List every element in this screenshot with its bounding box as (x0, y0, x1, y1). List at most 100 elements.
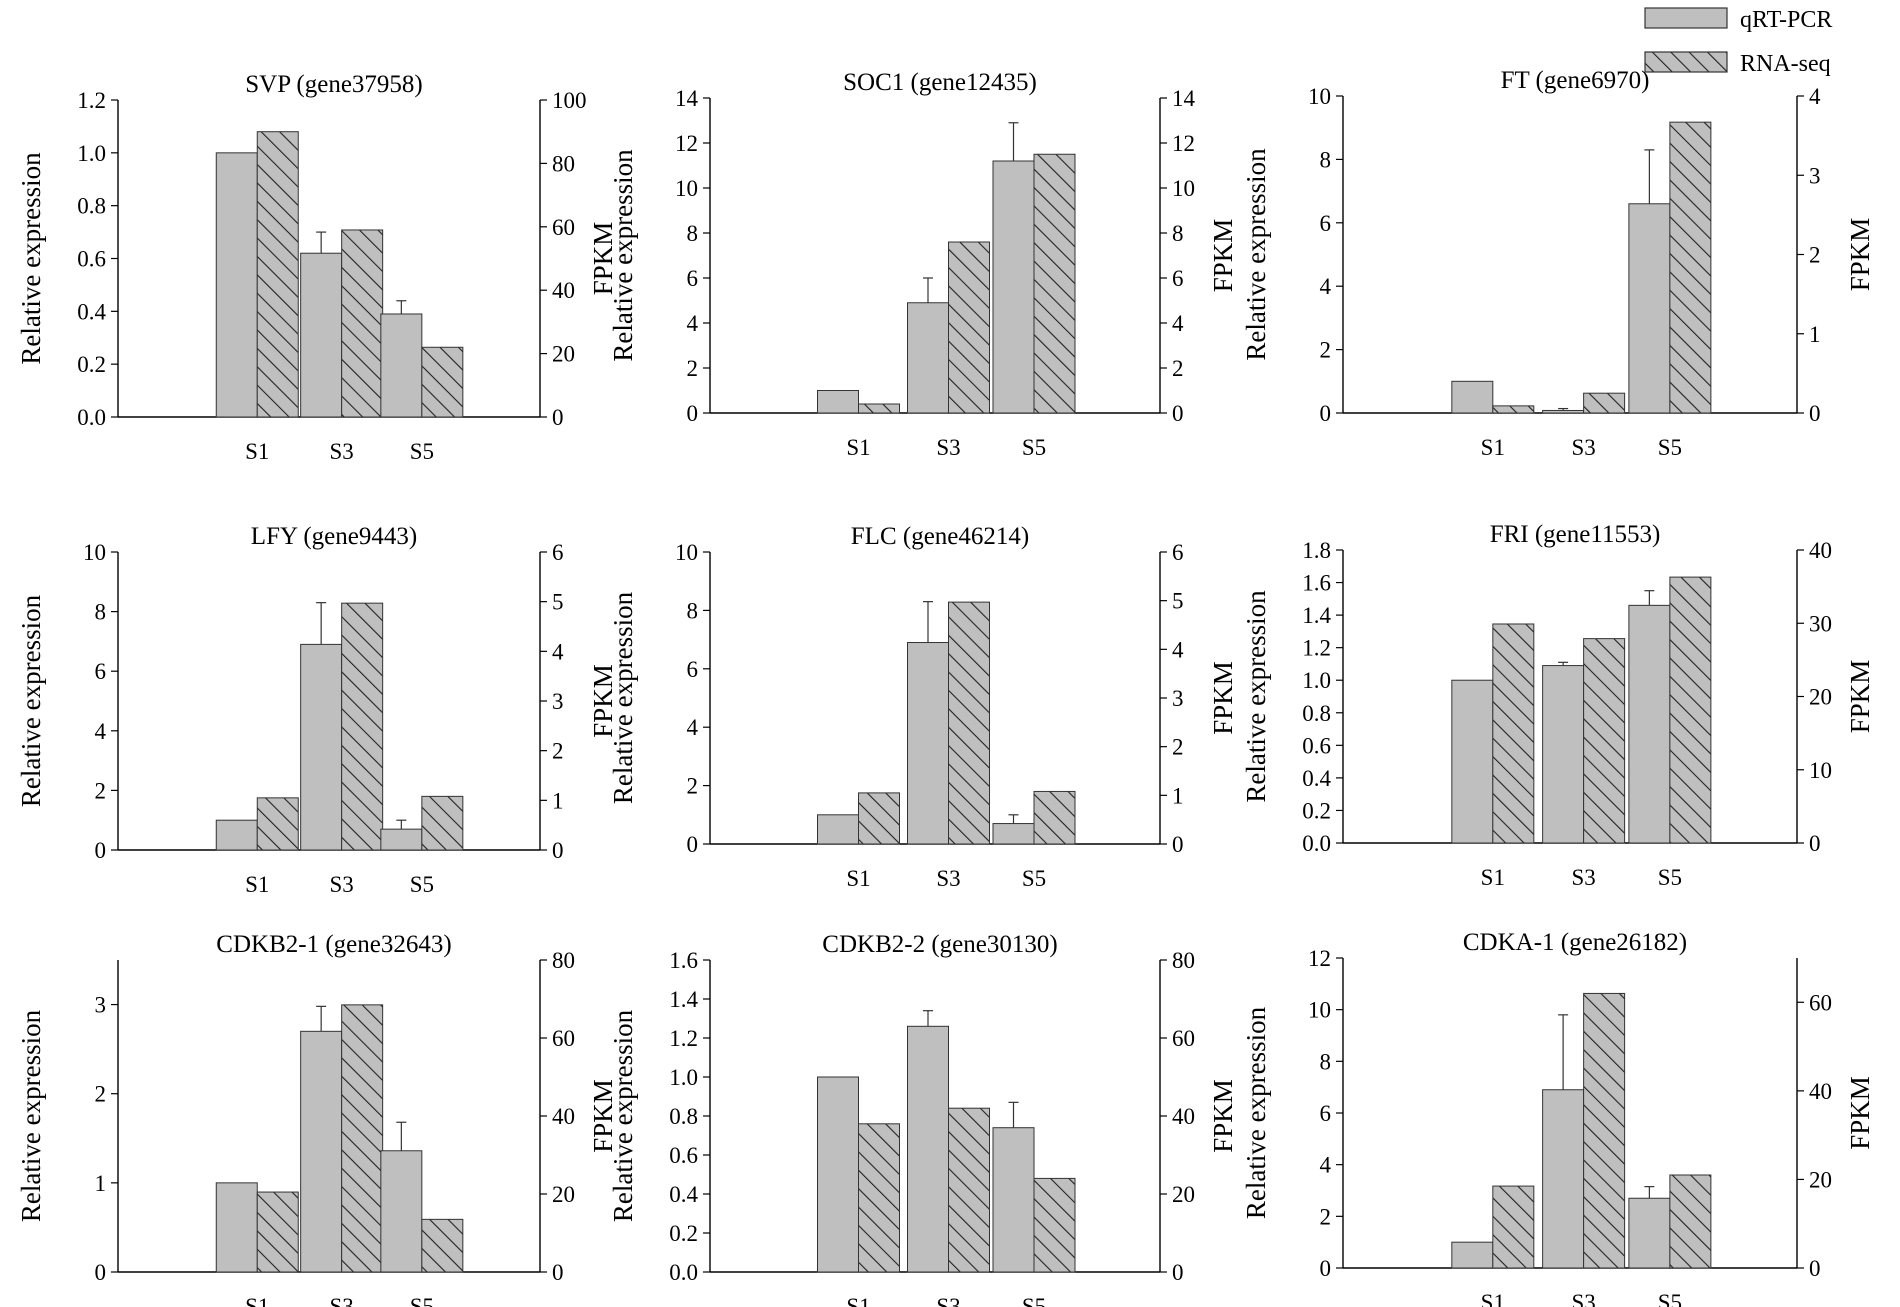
chart-soc1-right-tick-label: 2 (1172, 356, 1184, 381)
chart-svp-category-label: S3 (330, 439, 354, 464)
chart-soc1-category-label: S1 (846, 435, 870, 460)
chart-ft-bar-rna-seq-s5 (1669, 121, 1712, 414)
chart-flc-left-tick-label: 10 (675, 540, 698, 565)
chart-ft-right-tick-label: 2 (1809, 243, 1821, 268)
chart-fri-left-tick-label: 0.8 (1302, 701, 1331, 726)
chart-ft-right-tick-label: 1 (1809, 322, 1821, 347)
chart-lfy-bar-rna-seq-s3 (341, 602, 384, 851)
chart-cdkb2-2-category-label: S1 (846, 1294, 870, 1307)
chart-cdkb2-1-bar-qrt-pcr-s1 (215, 1182, 258, 1273)
chart-cdkb2-1-title: CDKB2-1 (gene32643) (216, 931, 451, 958)
chart-lfy-title: LFY (gene9443) (251, 523, 417, 550)
chart-fri-bar-rna-seq-s3 (1583, 638, 1626, 844)
chart-soc1-bar-rna-seq-s5 (1033, 153, 1076, 414)
chart-cdkb2-2-category-label: S3 (936, 1294, 960, 1307)
chart-cdkb2-1-category-label: S5 (410, 1294, 434, 1307)
chart-cdka-1-bar-qrt-pcr-s1 (1451, 1241, 1494, 1269)
chart-cdkb2-1-bar-rna-seq-s5 (421, 1218, 464, 1273)
chart-cdkb2-2-right-tick-label: 0 (1172, 1260, 1184, 1285)
chart-cdkb2-1-right-tick-label: 20 (552, 1182, 575, 1207)
chart-soc1-right-tick-label: 14 (1172, 86, 1196, 111)
chart-ft-category-label: S5 (1658, 435, 1682, 460)
chart-flc-right-tick-label: 5 (1172, 589, 1184, 614)
chart-fri-bar-rna-seq-s5 (1669, 576, 1712, 844)
chart-fri-left-tick-label: 1.8 (1302, 538, 1331, 563)
chart-fri-bar-qrt-pcr-s5 (1628, 604, 1671, 844)
chart-soc1-category-label: S5 (1022, 435, 1046, 460)
chart-flc-left-tick-label: 2 (687, 774, 699, 799)
chart-cdkb2-1-right-tick-label: 40 (552, 1104, 575, 1129)
chart-flc-left-tick-label: 4 (687, 715, 699, 740)
chart-soc1-left-tick-label: 12 (675, 131, 698, 156)
chart-svp-left-tick-label: 1.0 (77, 141, 106, 166)
chart-cdka-1-category-label: S1 (1481, 1290, 1505, 1307)
chart-ft-bar-qrt-pcr-s3 (1542, 409, 1585, 414)
legend-label-qrt-pcr: qRT-PCR (1740, 7, 1832, 33)
chart-cdkb2-2-left-tick-label: 1.2 (669, 1026, 698, 1051)
chart-lfy-right-tick-label: 6 (552, 540, 564, 565)
chart-ft-left-tick-label: 10 (1308, 84, 1331, 109)
chart-panels: SVP (gene37958)0.00.20.40.60.81.01.20204… (16, 67, 1875, 1307)
chart-cdkb2-2-bar-rna-seq-s5 (1033, 1177, 1076, 1273)
chart-soc1-left-tick-label: 14 (675, 86, 699, 111)
chart-flc-right-tick-label: 0 (1172, 832, 1184, 857)
chart-flc-bar-rna-seq-s5 (1033, 790, 1076, 845)
chart-cdkb2-2-left-tick-label: 0.8 (669, 1104, 698, 1129)
chart-soc1-bar-rna-seq-s1 (858, 403, 900, 414)
chart-lfy-left-tick-label: 4 (95, 719, 107, 744)
chart-soc1-left-tick-label: 8 (687, 221, 699, 246)
chart-cdka-1-right-tick-label: 20 (1809, 1167, 1832, 1192)
chart-flc-category-label: S1 (846, 866, 870, 891)
chart-flc-bar-rna-seq-s1 (858, 792, 900, 845)
chart-cdka-1-right-tick-label: 0 (1809, 1256, 1821, 1281)
chart-lfy-left-tick-label: 10 (83, 540, 106, 565)
chart-cdkb2-1-bar-qrt-pcr-s5 (380, 1150, 423, 1273)
chart-flc-category-label: S3 (936, 866, 960, 891)
chart-svp-right-tick-label: 0 (552, 405, 564, 430)
chart-ft-left-tick-label: 4 (1320, 274, 1332, 299)
chart-cdkb2-2-left-tick-label: 1.4 (669, 987, 698, 1012)
chart-cdkb2-1-bar-rna-seq-s1 (256, 1191, 299, 1273)
chart-cdkb2-2-left-tick-label: 0.2 (669, 1221, 698, 1246)
chart-ft-left-tick-label: 2 (1320, 338, 1332, 363)
chart-ft-right-tick-label: 3 (1809, 163, 1821, 188)
chart-svp-ylabel: Relative expression (16, 152, 46, 365)
chart-soc1-right-tick-label: 0 (1172, 401, 1184, 426)
chart-soc1-bar-qrt-pcr-s3 (907, 302, 949, 414)
chart-svp-category-label: S5 (410, 439, 434, 464)
chart-flc-bar-rna-seq-s3 (948, 601, 990, 845)
chart-svp-left-tick-label: 0.4 (77, 299, 106, 324)
chart-soc1-right-tick-label: 4 (1172, 311, 1184, 336)
chart-svp-left-tick-label: 0.8 (77, 194, 106, 219)
chart-cdkb2-1-bar-qrt-pcr-s3 (300, 1030, 343, 1273)
chart-cdkb2-2-ylabel: Relative expression (608, 1009, 638, 1222)
chart-cdka-1: CDKA-1 (gene26182) 0 2 4 6 8 10 12 0 20 40 60 Relati… (1241, 929, 1875, 1307)
chart-cdka-1-category-label: S3 (1571, 1290, 1595, 1307)
chart-svp-right-tick-label: 80 (552, 151, 575, 176)
chart-fri: FRI (gene11553) 0.0 0.2 0.4 0.6 0.8 1.0 1.2 1.4 1… (1241, 521, 1875, 890)
chart-flc-category-label: S5 (1022, 866, 1046, 891)
chart-soc1-bar-qrt-pcr-s1 (817, 390, 859, 414)
chart-cdka-1-left-tick-label: 8 (1320, 1049, 1332, 1074)
chart-fri-left-tick-label: 1.4 (1302, 603, 1331, 628)
chart-soc1-left-tick-label: 2 (687, 356, 699, 381)
chart-cdkb2-2-left-tick-label: 1.6 (669, 948, 698, 973)
chart-lfy-bar-rna-seq-s1 (256, 797, 299, 851)
chart-lfy-left-tick-label: 2 (95, 778, 107, 803)
chart-fri-y2label: FPKM (1845, 660, 1875, 734)
chart-lfy-right-tick-label: 3 (552, 689, 564, 714)
chart-fri-right-tick-label: 20 (1809, 685, 1832, 710)
chart-cdkb2-1-right-tick-label: 80 (552, 948, 575, 973)
chart-flc-right-tick-label: 3 (1172, 686, 1184, 711)
chart-svp-title: SVP (gene37958) (245, 71, 423, 98)
chart-cdkb2-1-category-label: S3 (330, 1294, 354, 1307)
chart-flc-right-tick-label: 2 (1172, 735, 1184, 760)
chart-svp-bar-rna-seq-s5 (421, 346, 464, 418)
chart-flc-left-tick-label: 6 (687, 657, 699, 682)
chart-svp-right-tick-label: 100 (552, 88, 587, 113)
chart-fri-bar-rna-seq-s1 (1492, 623, 1535, 844)
chart-soc1-left-tick-label: 6 (687, 266, 699, 291)
chart-lfy-ylabel: Relative expression (16, 594, 46, 807)
chart-fri-left-tick-label: 1.6 (1302, 571, 1331, 596)
chart-cdkb2-2-y2label: FPKM (1208, 1079, 1238, 1153)
